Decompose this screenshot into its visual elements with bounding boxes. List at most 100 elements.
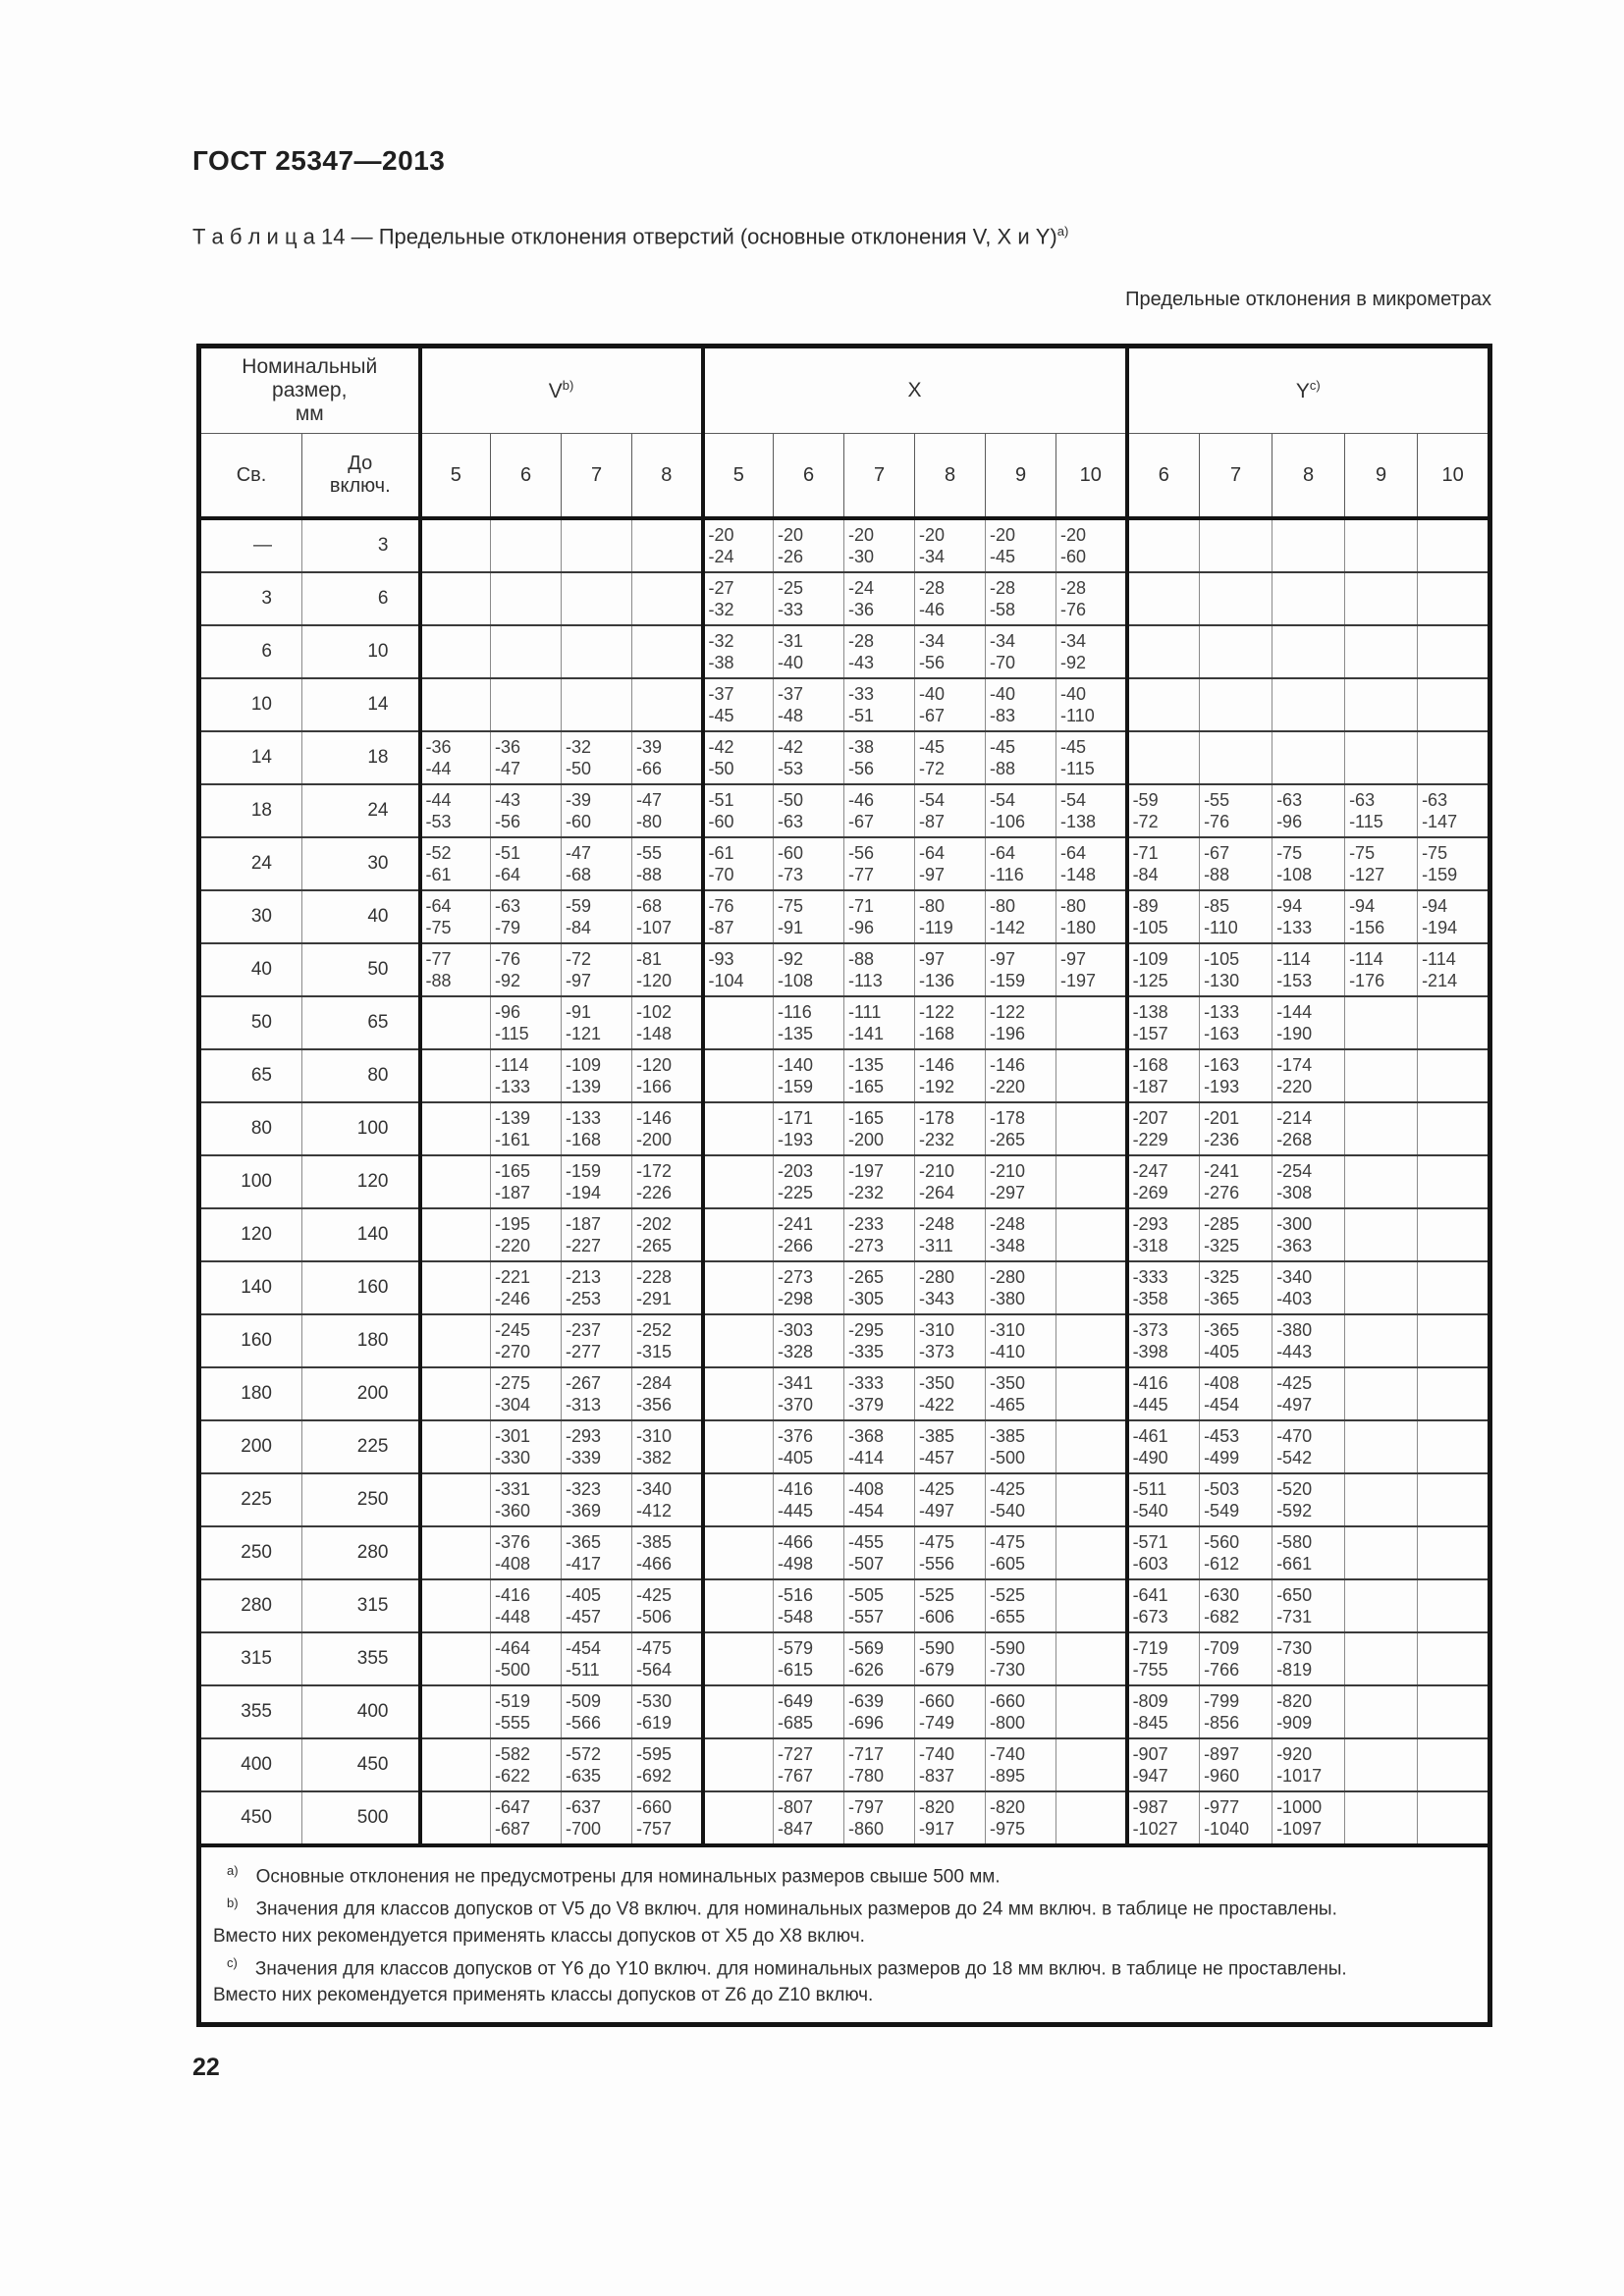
cell-y10 [1417,1260,1491,1315]
col-upto: До включ. [301,433,420,520]
size-row: 450 500 -647 -687 -637 -700 -660 -757 -807 -8… [198,1790,1491,1846]
cell-x9: -660 -800 [985,1684,1057,1739]
cell-y9 [1344,1790,1419,1846]
cell-y6: -907 -947 [1124,1737,1201,1792]
size-row: 200 225 -301 -330 -293 -339 -310 -382 -376 -4… [198,1419,1491,1474]
cell-y10: -114 -214 [1417,942,1491,997]
cell-y8: -75 -108 [1272,836,1346,891]
cell-upto: 120 [301,1154,420,1209]
cell-y10: -94 -194 [1417,889,1491,944]
cell-y7: -55 -76 [1199,783,1273,838]
footnotes: а) Основные отклонения не предусмотрены д… [198,1842,1490,2025]
cell-upto: 65 [301,995,420,1050]
cell-over: 6 [198,624,302,679]
cell-v5: -36 -44 [417,730,491,785]
cell-y9 [1344,677,1419,732]
cell-v8: -55 -88 [630,836,704,891]
cell-x9: -740 -895 [985,1737,1057,1792]
cell-v6: -275 -304 [490,1366,562,1421]
cell-x10: -20 -60 [1056,517,1128,573]
cell-over: 14 [198,730,302,785]
size-row: 14 18 -36 -44 -36 -47 -32 -50 -39 -66 -42 -50-… [198,730,1491,785]
cell-x9: -820 -975 [985,1790,1057,1846]
cell-x6: -341 -370 [773,1366,845,1421]
cell-y8 [1272,677,1346,732]
cell-x10 [1056,1525,1128,1580]
cell-y7: -85 -110 [1199,889,1273,944]
cell-v5 [417,1737,491,1792]
cell-y7 [1199,677,1273,732]
group-y-label: Y [1295,380,1310,402]
cell-x10 [1056,1737,1128,1792]
cell-x5 [700,1472,775,1527]
cell-y6: -293 -318 [1124,1207,1201,1262]
cell-v7: -133 -168 [561,1101,632,1156]
cell-y7 [1199,517,1273,573]
cell-x9: -146 -220 [985,1048,1057,1103]
size-row: 65 80 -114 -133 -109 -139 -120 -166 -140 -159… [198,1048,1491,1103]
cell-x7: -295 -335 [843,1313,916,1368]
cell-v8: -39 -66 [630,730,704,785]
cell-v5: -52 -61 [417,836,491,891]
cell-v6: -416 -448 [490,1578,562,1633]
cell-x8: -28 -46 [914,571,987,626]
cell-v6: -376 -408 [490,1525,562,1580]
cell-x5 [700,1260,775,1315]
cell-x6: -171 -193 [773,1101,845,1156]
cell-y7: -897 -960 [1199,1737,1273,1792]
cell-x5: -27 -32 [700,571,775,626]
cell-y7: -105 -130 [1199,942,1273,997]
col-v6: 6 [490,433,562,520]
cell-v7: -509 -566 [561,1684,632,1739]
size-row: 40 50 -77 -88 -76 -92 -72 -97 -81 -120 -93 -10… [198,942,1491,997]
group-y-footnote-ref: c) [1309,378,1321,393]
cell-x10: -40 -110 [1056,677,1128,732]
size-row: 315 355 -464 -500 -454 -511 -475 -564 -579 -6… [198,1631,1491,1686]
cell-x8: -64 -97 [914,836,987,891]
cell-x8: -34 -56 [914,624,987,679]
cell-v7 [561,677,632,732]
cell-over: 355 [198,1684,302,1739]
cell-y10 [1417,1366,1491,1421]
size-row: —3 -20 -24 -20 -26 -20 -30 -20 -34 -20 -45 -20… [198,517,1491,573]
group-v-footnote-ref: b) [562,378,574,393]
cell-y10 [1417,624,1491,679]
col-y9: 9 [1344,433,1419,520]
footnote-marker: c) [227,1954,238,1970]
cell-over: 280 [198,1578,302,1633]
cell-y9 [1344,730,1419,785]
cell-x8: -178 -232 [914,1101,987,1156]
group-v-header: Vb) [417,346,704,434]
cell-upto: 18 [301,730,420,785]
col-v5: 5 [417,433,491,520]
cell-y10: -63 -147 [1417,783,1491,838]
cell-over: 250 [198,1525,302,1580]
cell-x9: -525 -655 [985,1578,1057,1633]
cell-y6: -71 -84 [1124,836,1201,891]
cell-y9 [1344,1684,1419,1739]
cell-v8: -68 -107 [630,889,704,944]
cell-x9: -20 -45 [985,517,1057,573]
cell-v6: -331 -360 [490,1472,562,1527]
cell-x7: -265 -305 [843,1260,916,1315]
cell-v5 [417,677,491,732]
cell-x10 [1056,1154,1128,1209]
cell-y9 [1344,995,1419,1050]
cell-x8: -80 -119 [914,889,987,944]
cell-y10: -75 -159 [1417,836,1491,891]
cell-x5 [700,1525,775,1580]
cell-v7: -405 -457 [561,1578,632,1633]
cell-v8: -228 -291 [630,1260,704,1315]
size-row: 3 6 -27 -32 -25 -33 -24 -36 -28 -46 -28 -58 -28… [198,571,1491,626]
cell-y7: -799 -856 [1199,1684,1273,1739]
cell-x6: -416 -445 [773,1472,845,1527]
cell-v7: -237 -277 [561,1313,632,1368]
cell-x5 [700,1207,775,1262]
cell-y6: -571 -603 [1124,1525,1201,1580]
col-x10: 10 [1056,433,1128,520]
cell-over: 10 [198,677,302,732]
cell-x5 [700,1684,775,1739]
cell-x9: -54 -106 [985,783,1057,838]
footnote: c) Значения для классов допусков от Y6 до… [213,1954,1347,2005]
cell-x5: -37 -45 [700,677,775,732]
